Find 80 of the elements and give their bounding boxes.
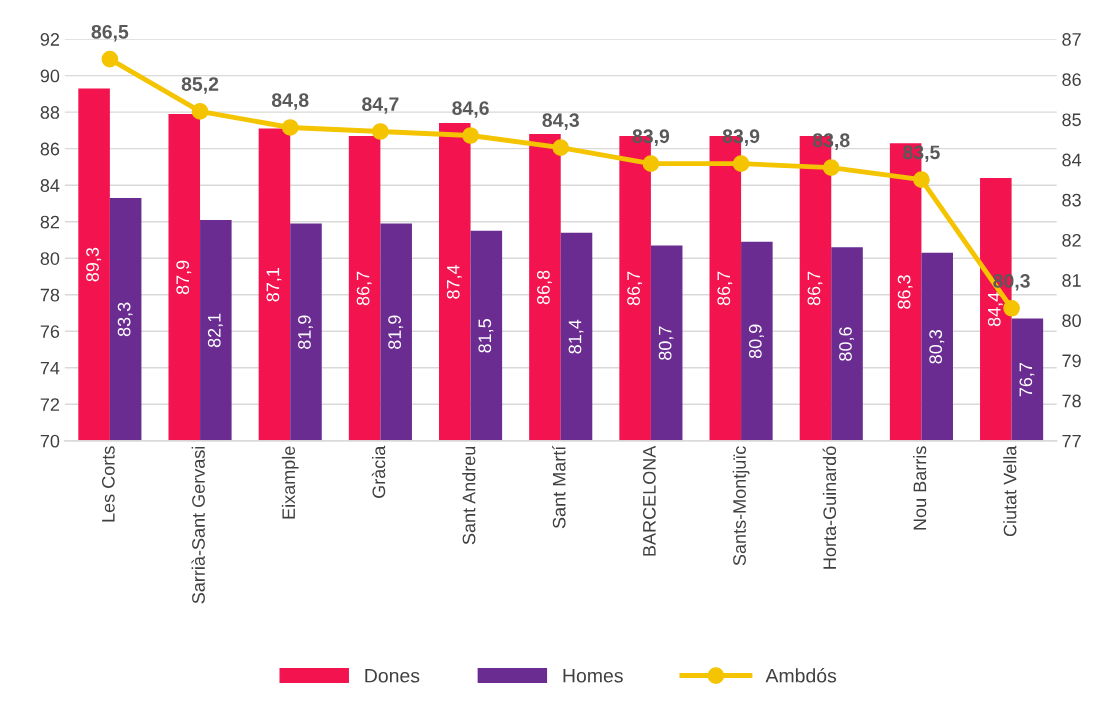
- y-tick-label: 72: [40, 398, 60, 411]
- data-label: 76,7: [1019, 362, 1035, 397]
- data-label: 81,9: [388, 315, 404, 349]
- y-tick-label: 92: [40, 33, 60, 46]
- y-tick-label: 78: [40, 288, 60, 302]
- point: [642, 155, 660, 172]
- y-tick-label: 88: [40, 106, 60, 119]
- data-label: 80,3: [929, 330, 945, 364]
- x-tick-label: Nou Barris: [913, 446, 927, 530]
- data-label: 86,5: [91, 24, 129, 42]
- y-tick-label: 84: [40, 179, 60, 192]
- x-tick-label: Eixample: [281, 446, 299, 519]
- data-label: 81,4: [568, 319, 584, 354]
- data-label: 86,8: [537, 270, 552, 305]
- data-label: 84,6: [452, 101, 489, 118]
- legend-label: Ambdós: [765, 668, 837, 683]
- point: [552, 139, 570, 156]
- point: [281, 119, 299, 136]
- point: [101, 50, 119, 68]
- data-label: 84,8: [271, 93, 309, 110]
- y-tick-label: 76: [40, 325, 60, 338]
- point: [913, 171, 930, 189]
- y2-tick-label: 83: [1062, 193, 1081, 207]
- data-label: 87,9: [176, 260, 192, 295]
- point: [1003, 299, 1020, 317]
- data-label: 84,3: [542, 113, 579, 130]
- y-tick-label: 82: [40, 215, 60, 229]
- y-tick-label: 74: [40, 361, 60, 375]
- data-label: 83,9: [632, 129, 670, 146]
- y-tick-label: 90: [40, 69, 60, 83]
- point: [191, 103, 209, 120]
- data-label: 86,7: [807, 271, 823, 306]
- x-tick-label: Les Corts: [101, 446, 115, 522]
- x-tick-label: Gràcia: [371, 445, 386, 498]
- data-label: 87,1: [266, 268, 282, 302]
- x-tick-label: Horta-Guinardó: [822, 446, 837, 569]
- x-tick-label: Ciutat Vella: [1003, 445, 1017, 537]
- x-tick-label: BARCELONA: [642, 445, 656, 556]
- y2-tick-label: 87: [1062, 33, 1081, 46]
- y-tick-label: 70: [40, 434, 60, 448]
- x-tick-label: Sant Martí: [552, 445, 566, 529]
- data-label: 84,4: [987, 292, 1003, 327]
- data-label: 82,1: [207, 313, 223, 348]
- y2-tick-label: 84: [1062, 153, 1082, 167]
- point: [822, 159, 840, 176]
- point: [732, 155, 750, 172]
- x-tick-label: Sarrià-Sant Gervasi: [191, 446, 205, 604]
- y2-tick-label: 82: [1062, 233, 1081, 247]
- data-label: 80,9: [748, 324, 764, 359]
- data-label: 83,5: [903, 145, 940, 163]
- data-label: 80,6: [839, 327, 855, 361]
- data-label: 81,5: [478, 319, 494, 353]
- data-label: 87,4: [446, 264, 462, 299]
- data-label: 80,3: [993, 273, 1030, 291]
- y2-tick-label: 79: [1062, 354, 1081, 368]
- data-label: 86,7: [627, 271, 643, 306]
- y-tick-label: 80: [40, 252, 60, 265]
- data-label: 89,3: [86, 247, 102, 282]
- y-tick-label: 86: [40, 142, 60, 156]
- y2-tick-label: 85: [1062, 113, 1081, 127]
- data-label: 81,9: [298, 315, 313, 349]
- data-label: 85,2: [181, 77, 219, 94]
- data-label: 80,7: [658, 326, 674, 360]
- y2-tick-label: 86: [1062, 73, 1081, 86]
- y2-tick-label: 80: [1062, 314, 1081, 328]
- y2-tick-label: 77: [1062, 434, 1081, 448]
- data-label: 84,7: [362, 97, 399, 114]
- y2-tick-label: 78: [1062, 394, 1081, 408]
- legend-label: Homes: [563, 668, 623, 683]
- x-tick-label: Sant Andreu: [462, 446, 476, 545]
- data-label: 86,7: [717, 271, 733, 306]
- data-label: 86,7: [356, 271, 372, 306]
- legend-label: Dones: [365, 668, 420, 683]
- point: [372, 123, 389, 140]
- y2-tick-label: 81: [1062, 274, 1081, 287]
- x-tick-label: Sants-Montjuïc: [732, 446, 750, 566]
- data-label: 86,3: [897, 275, 913, 309]
- data-label: 83,3: [117, 302, 133, 337]
- point: [462, 127, 479, 144]
- data-label: 83,9: [722, 129, 760, 146]
